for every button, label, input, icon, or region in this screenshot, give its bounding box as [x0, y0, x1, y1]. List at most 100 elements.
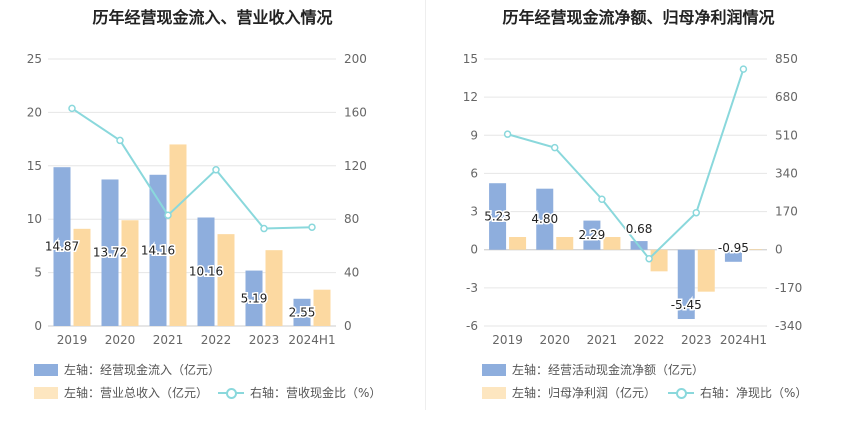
legend-label: 左轴：经营现金流入（亿元）: [64, 363, 221, 377]
legend-label: 左轴：经营活动现金流净额（亿元）: [512, 363, 705, 377]
bar-series-2: [603, 237, 621, 250]
data-label: 2.55: [289, 305, 316, 319]
y-right-tick-label: -340: [775, 319, 802, 333]
x-tick-label: 2024H1: [288, 333, 335, 347]
y-left-tick-label: 15: [463, 52, 478, 66]
legend-item[interactable]: 左轴：营业总收入（亿元）: [34, 384, 208, 401]
bar-series-1: [536, 188, 554, 250]
line-point: [68, 104, 76, 113]
y-left-tick-label: 9: [470, 128, 478, 142]
bar-series-1: [53, 167, 71, 326]
y-right-tick-label: 0: [344, 319, 352, 333]
y-right-tick-label: 40: [344, 266, 359, 280]
bar-series-1: [677, 249, 695, 320]
y-left-tick-label: -3: [466, 281, 478, 295]
y-right-tick-label: 850: [775, 52, 798, 66]
legend-swatch-line: [218, 387, 244, 399]
y-right-tick-label: 0: [775, 243, 783, 257]
y-right-tick-label: 680: [775, 90, 798, 104]
bar-series-2: [744, 249, 762, 250]
y-left-tick-label: 25: [27, 52, 42, 66]
bar-series-1: [583, 220, 601, 250]
chart-title: 历年经营现金流入、营业收入情况: [92, 8, 333, 27]
line-point: [164, 211, 172, 219]
x-tick-label: 2021: [587, 333, 618, 347]
bar-series-1: [489, 183, 507, 250]
chart-panel-netcash-profit: 历年经营现金流净额、归母净利润情况 -6 -3 0 3 6 9 12 15 -340 -170 0 1…: [427, 0, 850, 437]
x-tick-label: 2019: [492, 333, 523, 347]
y-right-tick-label: 510: [775, 128, 798, 142]
line-point: [116, 136, 124, 145]
data-label: 5.19: [241, 291, 268, 305]
legend-item[interactable]: 左轴：经营现金流入（亿元）: [34, 361, 220, 378]
line-point: [212, 166, 220, 174]
bar-series-2: [509, 237, 527, 250]
legend-label: 左轴：营业总收入（亿元）: [64, 386, 209, 400]
y-left-tick-label: 6: [470, 166, 478, 180]
legend-item[interactable]: 左轴：经营活动现金流净额（亿元）: [482, 361, 704, 378]
legend-item[interactable]: 左轴：归母净利润（亿元）: [482, 384, 656, 401]
bar-series-1: [197, 217, 215, 326]
bar-series-2: [169, 144, 187, 326]
panel-divider: [425, 0, 426, 410]
bar-series-2: [217, 234, 235, 326]
x-tick-label: 2019: [57, 333, 88, 347]
y-right-tick-label: 160: [344, 105, 367, 119]
legend-swatch: [34, 363, 58, 376]
data-label: 14.16: [141, 243, 175, 257]
bar-series-1: [245, 270, 263, 326]
data-label: -0.95: [718, 241, 749, 255]
line-point: [503, 130, 512, 138]
bar-series-2: [650, 249, 668, 272]
bar-series-1: [149, 174, 167, 326]
x-tick-label: 2022: [634, 333, 665, 347]
bar-series-2: [121, 220, 139, 326]
bar-series-2: [313, 289, 331, 326]
legend-swatch: [482, 386, 506, 399]
data-label: 2.29: [579, 228, 606, 242]
y-right-tick-label: 170: [775, 205, 798, 219]
x-tick-label: 2020: [105, 333, 136, 347]
y-left-tick-label: 0: [34, 319, 42, 333]
line-point: [692, 208, 700, 217]
x-tick-label: 2020: [539, 333, 570, 347]
legend-item[interactable]: 右轴：营收现金比（%）: [218, 384, 381, 401]
line-point: [308, 223, 316, 231]
y-right-tick-label: 120: [344, 159, 367, 173]
line-point: [598, 195, 606, 203]
legend-swatch-line: [668, 387, 694, 399]
bar-series-2: [556, 237, 574, 250]
bar-series-1: [293, 298, 311, 326]
data-label: 13.72: [93, 246, 127, 260]
data-label: 10.16: [189, 265, 223, 279]
y-left-tick-label: 3: [470, 205, 478, 219]
y-left-tick-label: 12: [463, 90, 478, 104]
legend-label: 右轴：营收现金比（%）: [250, 386, 382, 400]
x-tick-label: 2022: [201, 333, 232, 347]
data-label: 5.23: [484, 209, 511, 223]
bar-series-2: [265, 250, 283, 326]
y-left-tick-label: 15: [27, 159, 42, 173]
data-label: 4.80: [531, 212, 558, 226]
data-label: 14.87: [45, 240, 79, 254]
data-label: -5.45: [671, 298, 702, 312]
x-tick-label: 2023: [249, 333, 280, 347]
bar-series-1: [724, 249, 742, 262]
y-left-tick-label: -6: [466, 319, 478, 333]
x-tick-label: 2021: [153, 333, 184, 347]
chart-title: 历年经营现金流净额、归母净利润情况: [502, 8, 775, 27]
line-series-3: [71, 107, 313, 230]
chart-panel-cashflow-revenue: 历年经营现金流入、营业收入情况 0 5 10 15 20 25 0 40 80 120 160 200…: [27, 8, 382, 401]
line-point: [645, 254, 653, 263]
y-right-tick-label: -170: [775, 281, 802, 295]
y-right-tick-label: 200: [344, 52, 367, 66]
bar-series-2: [73, 228, 91, 326]
line-point: [260, 224, 268, 233]
line-point: [739, 65, 748, 73]
x-tick-label: 2023: [681, 333, 712, 347]
data-label: 0.68: [626, 222, 653, 236]
line-series-3: [507, 68, 745, 261]
chart-svg: -6 -3 0 3 6 9 12 15 -340 -170 0 170 340 510 680 850 2019…: [463, 52, 803, 347]
legend-item[interactable]: 右轴：净现比（%）: [668, 384, 807, 401]
bar-series-2: [697, 249, 715, 292]
